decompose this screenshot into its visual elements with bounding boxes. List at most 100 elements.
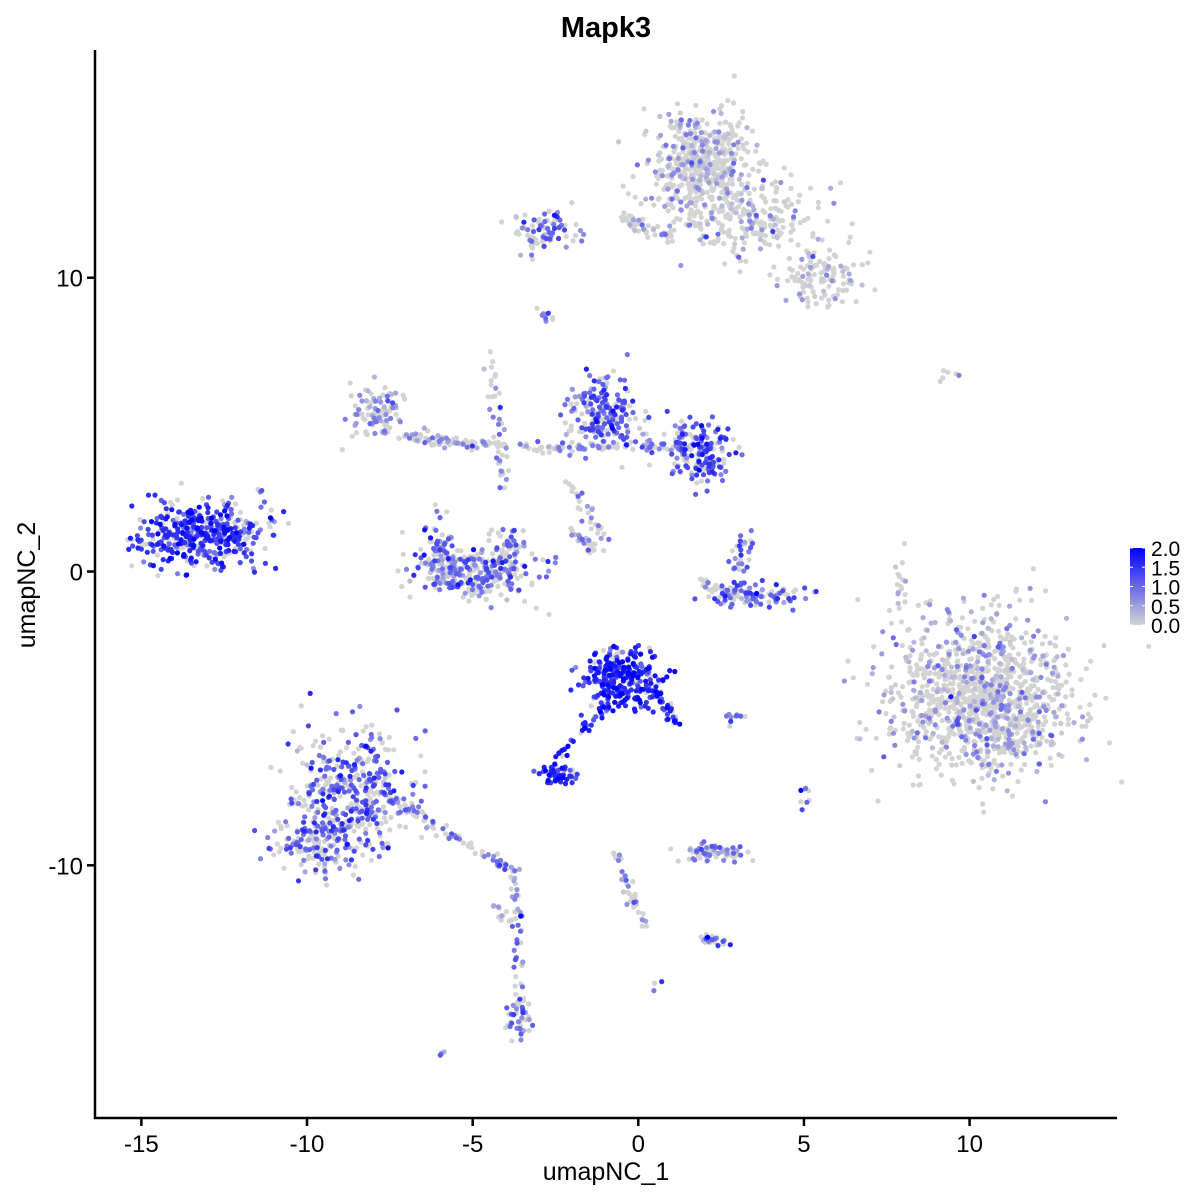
cell-point [168, 499, 174, 506]
cell-point [474, 551, 480, 558]
cell-point [303, 846, 309, 852]
cell-point [741, 580, 747, 586]
cell-point [716, 150, 722, 156]
cell-point [900, 726, 907, 732]
cell-point [785, 197, 791, 203]
cell-point [305, 723, 311, 729]
cell-point [507, 554, 513, 560]
cell-point [1008, 761, 1014, 768]
cell-point [955, 721, 961, 728]
cell-point [506, 468, 512, 474]
cell-point [534, 240, 540, 246]
cell-point [711, 108, 717, 115]
cell-point [523, 443, 529, 449]
cell-point [432, 502, 438, 508]
cell-point [486, 531, 492, 537]
cell-point [750, 166, 756, 172]
cell-point [1051, 709, 1057, 716]
cell-point [485, 394, 491, 400]
cell-point [915, 744, 921, 751]
cell-point [984, 736, 990, 742]
cell-point [220, 498, 226, 504]
cell-point [675, 101, 681, 107]
cell-point [1021, 751, 1027, 757]
cell-point [673, 439, 679, 446]
cell-point [902, 599, 908, 605]
cell-point [384, 759, 391, 766]
cell-point [910, 782, 916, 788]
cell-point [910, 713, 917, 720]
cell-point [431, 552, 437, 558]
cell-point [382, 775, 388, 781]
cell-point [649, 688, 656, 694]
cell-point [363, 842, 369, 848]
cell-point [964, 679, 970, 685]
cell-point [1014, 661, 1020, 667]
cell-point [351, 750, 357, 756]
cell-point [314, 845, 320, 851]
cell-point [387, 827, 393, 833]
cell-point [499, 549, 505, 555]
cell-point [503, 862, 509, 868]
cell-point [437, 587, 443, 593]
cell-point [721, 160, 727, 166]
cell-point [911, 639, 917, 645]
cell-point [353, 788, 359, 794]
cell-point [495, 583, 501, 590]
cell-point [513, 542, 519, 548]
cell-point [381, 804, 387, 810]
cell-point [246, 529, 252, 535]
cell-point [401, 796, 407, 802]
cell-point [321, 812, 327, 818]
cell-point [562, 781, 569, 787]
cell-point [367, 421, 373, 427]
cell-point [261, 499, 267, 505]
cell-point [154, 541, 161, 548]
cell-point [968, 637, 975, 643]
cell-point [974, 666, 981, 672]
cell-point [596, 666, 602, 672]
cell-point [174, 515, 180, 522]
cell-point [995, 744, 1001, 750]
cell-point [679, 431, 686, 437]
cell-point [330, 824, 336, 830]
cell-point [301, 857, 307, 863]
cell-point [503, 1025, 509, 1031]
cell-point [717, 120, 723, 126]
cell-point [972, 618, 978, 624]
cell-point [476, 556, 482, 562]
cell-point [692, 857, 698, 863]
cell-point [977, 733, 983, 739]
cell-point [601, 387, 607, 393]
cell-point [1022, 733, 1028, 739]
cell-point [1029, 698, 1035, 704]
cell-point [636, 668, 642, 675]
cell-point [774, 283, 780, 289]
cell-point [407, 578, 413, 584]
cell-point [479, 547, 485, 553]
cell-point [763, 199, 769, 205]
cell-point [674, 196, 681, 202]
cell-point [214, 509, 220, 515]
cell-point [707, 132, 713, 139]
cell-point [967, 703, 973, 709]
cell-point [570, 738, 576, 745]
cell-point [902, 578, 909, 584]
cell-point [204, 525, 210, 531]
cell-point [621, 398, 628, 404]
cell-point [686, 180, 692, 186]
cell-point [138, 525, 144, 531]
cell-point [914, 662, 920, 668]
cell-point [288, 796, 294, 802]
cell-point [237, 546, 243, 552]
cell-point [253, 535, 259, 541]
cell-point [731, 160, 737, 166]
cell-point [897, 763, 903, 769]
cell-point [768, 206, 774, 212]
cell-point [289, 784, 295, 791]
cell-point [1047, 755, 1053, 761]
cell-point [382, 771, 388, 777]
cell-point [606, 444, 612, 450]
cell-point [418, 753, 424, 759]
cell-point [569, 667, 575, 673]
